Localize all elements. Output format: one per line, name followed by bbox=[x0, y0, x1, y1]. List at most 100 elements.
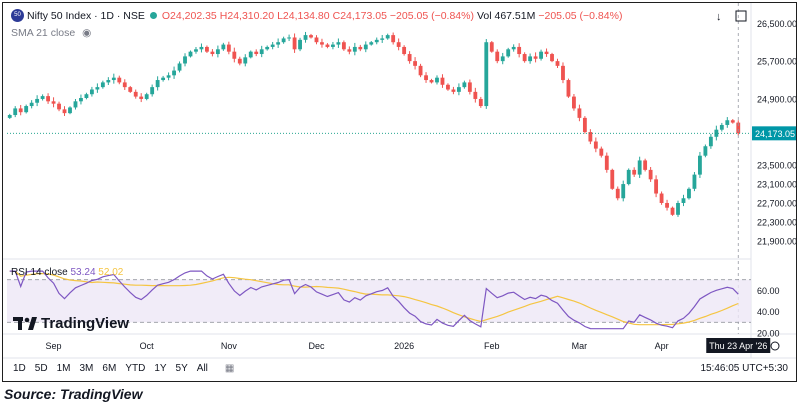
candle-body[interactable] bbox=[13, 108, 18, 116]
candle-body[interactable] bbox=[352, 46, 357, 52]
candle-body[interactable] bbox=[320, 42, 324, 45]
candle-body[interactable] bbox=[292, 37, 297, 50]
candle-body[interactable] bbox=[194, 49, 198, 52]
candle-body[interactable] bbox=[380, 38, 385, 40]
candle-body[interactable] bbox=[478, 98, 483, 107]
candle-body[interactable] bbox=[561, 65, 565, 81]
candle-body[interactable] bbox=[572, 96, 576, 109]
candle-body[interactable] bbox=[599, 148, 604, 156]
candle-body[interactable] bbox=[133, 91, 138, 97]
candle-body[interactable] bbox=[89, 89, 94, 95]
candle-body[interactable] bbox=[654, 179, 659, 194]
candle-body[interactable] bbox=[161, 77, 166, 81]
candle-body[interactable] bbox=[462, 82, 467, 88]
candle-body[interactable] bbox=[396, 42, 401, 47]
candle-body[interactable] bbox=[539, 51, 543, 59]
candle-body[interactable] bbox=[391, 35, 396, 43]
candle-body[interactable] bbox=[517, 46, 522, 55]
candle-body[interactable] bbox=[467, 82, 472, 92]
candle-body[interactable] bbox=[281, 38, 286, 43]
candle-body[interactable] bbox=[248, 51, 253, 58]
candle-body[interactable] bbox=[528, 56, 533, 62]
candle-body[interactable] bbox=[347, 49, 352, 52]
candle-body[interactable] bbox=[139, 96, 144, 99]
candle-body[interactable] bbox=[424, 75, 428, 81]
candle-body[interactable] bbox=[418, 65, 423, 76]
candle-body[interactable] bbox=[221, 44, 226, 50]
candle-body[interactable] bbox=[79, 98, 83, 102]
candlestick-chart[interactable]: 26,500.00 25,700.00 24,900.00 23,500.00 23,1… bbox=[3, 3, 796, 381]
candle-body[interactable] bbox=[298, 39, 302, 50]
candle-body[interactable] bbox=[473, 91, 478, 99]
sma-legend[interactable]: SMA 21 close ◉ bbox=[11, 27, 91, 39]
range-button-1d[interactable]: 1D bbox=[13, 363, 26, 374]
candle-body[interactable] bbox=[51, 101, 56, 104]
candle-body[interactable] bbox=[111, 77, 116, 81]
candle-body[interactable] bbox=[489, 42, 494, 52]
candle-body[interactable] bbox=[429, 80, 434, 83]
candle-body[interactable] bbox=[544, 51, 549, 55]
candle-body[interactable] bbox=[46, 96, 50, 102]
candle-body[interactable] bbox=[29, 102, 34, 107]
candle-body[interactable] bbox=[336, 42, 341, 45]
candle-body[interactable] bbox=[100, 82, 105, 88]
candle-body[interactable] bbox=[95, 87, 100, 90]
candle-body[interactable] bbox=[692, 174, 697, 189]
candle-body[interactable] bbox=[413, 61, 417, 66]
candle-body[interactable] bbox=[259, 49, 264, 55]
candle-body[interactable] bbox=[226, 44, 231, 52]
candle-body[interactable] bbox=[604, 155, 609, 170]
candle-body[interactable] bbox=[40, 96, 45, 99]
candle-body[interactable] bbox=[435, 77, 439, 83]
candle-body[interactable] bbox=[714, 129, 719, 137]
candle-body[interactable] bbox=[648, 169, 653, 180]
candle-body[interactable] bbox=[7, 115, 12, 118]
candle-body[interactable] bbox=[687, 188, 691, 199]
candle-body[interactable] bbox=[106, 80, 111, 83]
candle-body[interactable] bbox=[725, 120, 730, 125]
rsi-line[interactable] bbox=[9, 270, 739, 330]
range-button-3m[interactable]: 3M bbox=[79, 363, 94, 374]
candle-body[interactable] bbox=[670, 207, 675, 215]
candle-body[interactable] bbox=[18, 108, 23, 113]
candle-body[interactable] bbox=[610, 169, 615, 189]
candle-body[interactable] bbox=[676, 202, 680, 215]
candle-body[interactable] bbox=[270, 44, 275, 47]
candle-body[interactable] bbox=[35, 98, 40, 103]
settings-gear-icon[interactable] bbox=[770, 341, 780, 351]
range-button-5y[interactable]: 5Y bbox=[175, 363, 188, 374]
candle-body[interactable] bbox=[440, 77, 445, 85]
candle-body[interactable] bbox=[588, 132, 593, 142]
candle-body[interactable] bbox=[122, 82, 127, 88]
candle-body[interactable] bbox=[659, 193, 664, 203]
candle-body[interactable] bbox=[144, 94, 149, 99]
range-button-5d[interactable]: 5D bbox=[34, 363, 48, 374]
candle-body[interactable] bbox=[582, 117, 587, 133]
candle-body[interactable] bbox=[205, 46, 209, 52]
candle-body[interactable] bbox=[128, 87, 133, 92]
candle-body[interactable] bbox=[374, 39, 379, 43]
calendar-icon[interactable]: ▦ bbox=[224, 363, 235, 374]
candle-body[interactable] bbox=[643, 160, 648, 170]
candle-body[interactable] bbox=[736, 122, 741, 134]
candle-body[interactable] bbox=[708, 136, 713, 147]
candle-body[interactable] bbox=[615, 188, 620, 199]
candle-body[interactable] bbox=[550, 54, 554, 62]
candle-body[interactable] bbox=[495, 51, 500, 62]
candle-body[interactable] bbox=[500, 56, 505, 62]
candle-body[interactable] bbox=[183, 56, 187, 64]
candle-body[interactable] bbox=[637, 160, 642, 175]
candle-body[interactable] bbox=[287, 37, 292, 39]
candle-body[interactable] bbox=[511, 46, 516, 50]
candle-body[interactable] bbox=[555, 61, 560, 66]
tradingview-logo[interactable]: TradingView bbox=[13, 315, 129, 332]
candle-body[interactable] bbox=[506, 49, 511, 57]
candle-body[interactable] bbox=[331, 44, 335, 47]
candle-body[interactable] bbox=[407, 54, 412, 62]
range-button-1m[interactable]: 1M bbox=[56, 363, 71, 374]
arrow-down-icon[interactable]: ↓ bbox=[716, 11, 722, 23]
candle-body[interactable] bbox=[369, 42, 374, 45]
candle-body[interactable] bbox=[703, 146, 708, 156]
candle-body[interactable] bbox=[665, 202, 669, 208]
candle-body[interactable] bbox=[237, 58, 242, 64]
